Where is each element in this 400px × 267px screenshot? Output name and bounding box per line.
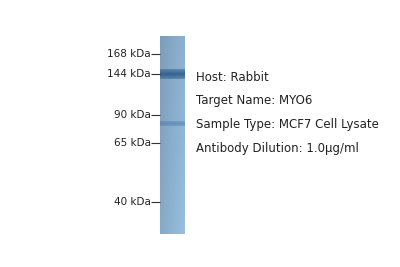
Text: 90 kDa: 90 kDa bbox=[114, 110, 151, 120]
Text: Host: Rabbit: Host: Rabbit bbox=[196, 71, 268, 84]
Text: Antibody Dilution: 1.0μg/ml: Antibody Dilution: 1.0μg/ml bbox=[196, 142, 358, 155]
Text: 144 kDa: 144 kDa bbox=[107, 69, 151, 79]
Text: 65 kDa: 65 kDa bbox=[114, 138, 151, 148]
Text: 40 kDa: 40 kDa bbox=[114, 197, 151, 207]
Text: Target Name: MYO6: Target Name: MYO6 bbox=[196, 95, 312, 107]
Text: 168 kDa: 168 kDa bbox=[107, 49, 151, 59]
Text: Sample Type: MCF7 Cell Lysate: Sample Type: MCF7 Cell Lysate bbox=[196, 118, 378, 131]
